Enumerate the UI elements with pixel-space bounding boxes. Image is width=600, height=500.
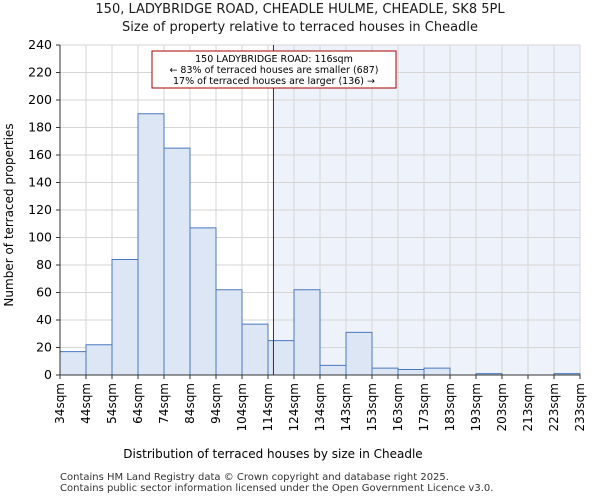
x-tick-label: 203sqm	[495, 383, 509, 431]
x-tick-label: 94sqm	[209, 383, 223, 424]
bar	[241, 323, 269, 376]
x-tick-label: 193sqm	[469, 383, 483, 431]
bar	[215, 289, 243, 376]
y-tick-label: 180	[28, 120, 52, 135]
footer-line2: Contains public sector information licen…	[60, 483, 494, 494]
x-tick-label: 34sqm	[53, 383, 67, 424]
x-tick-label: 54sqm	[105, 383, 119, 424]
bar	[163, 147, 191, 376]
chart-subtitle: Size of property relative to terraced ho…	[122, 20, 478, 35]
bar	[59, 351, 87, 376]
x-tick-label: 64sqm	[131, 383, 145, 424]
y-axis-label: Number of terraced properties	[2, 123, 16, 306]
x-tick-label: 183sqm	[443, 383, 457, 431]
y-tick-label: 220	[28, 65, 52, 80]
y-tick-label: 240	[28, 37, 52, 52]
bar	[189, 227, 217, 376]
annotation-line3: 17% of terraced houses are larger (136) …	[173, 76, 375, 87]
y-tick-label: 120	[28, 202, 52, 217]
annotation-box	[151, 50, 397, 89]
y-tick-label: 40	[36, 312, 52, 327]
bar	[267, 340, 295, 376]
x-tick-label: 163sqm	[391, 383, 405, 431]
x-tick-label: 233sqm	[573, 383, 587, 431]
bar	[293, 289, 321, 376]
x-tick-label: 104sqm	[235, 383, 249, 431]
y-tick-label: 160	[28, 147, 52, 162]
x-tick-label: 44sqm	[79, 383, 93, 424]
x-tick-label: 153sqm	[365, 383, 379, 431]
x-tick-label: 84sqm	[183, 383, 197, 424]
y-tick-label: 60	[36, 285, 52, 300]
histogram-chart: 0 20 40 60 80 100 120 140 160 180 200 220 240 34sqm 44…	[2, 37, 587, 461]
bar	[345, 331, 373, 376]
annotation-line1: 150 LADYBRIDGE ROAD: 116sqm	[195, 54, 353, 65]
y-tick-label: 100	[28, 230, 52, 245]
bar	[397, 369, 425, 376]
x-tick-label: 134sqm	[313, 383, 327, 431]
annotation-line2: ← 83% of terraced houses are smaller (68…	[169, 65, 378, 76]
y-tick-label: 0	[44, 367, 52, 382]
y-tick-label: 80	[36, 257, 52, 272]
chart-title: 150, LADYBRIDGE ROAD, CHEADLE HULME, CHE…	[95, 2, 505, 17]
bar	[111, 259, 139, 376]
y-tick-label: 200	[28, 92, 52, 107]
bar	[137, 113, 165, 376]
y-tick-label: 140	[28, 175, 52, 190]
x-axis-label: Distribution of terraced houses by size …	[123, 447, 422, 461]
x-tick-label: 213sqm	[521, 383, 535, 431]
x-tick-label: 173sqm	[417, 383, 431, 431]
x-tick-label: 114sqm	[261, 383, 275, 431]
x-tick-label: 143sqm	[339, 383, 353, 431]
bar	[371, 367, 399, 376]
x-tick-label: 223sqm	[547, 383, 561, 431]
y-tick-label: 20	[36, 340, 52, 355]
bar	[85, 344, 113, 376]
bar	[423, 367, 451, 376]
footer-line1: Contains HM Land Registry data © Crown c…	[60, 472, 449, 483]
x-tick-label: 74sqm	[157, 383, 171, 424]
bar	[319, 364, 347, 376]
x-tick-label: 124sqm	[287, 383, 301, 431]
